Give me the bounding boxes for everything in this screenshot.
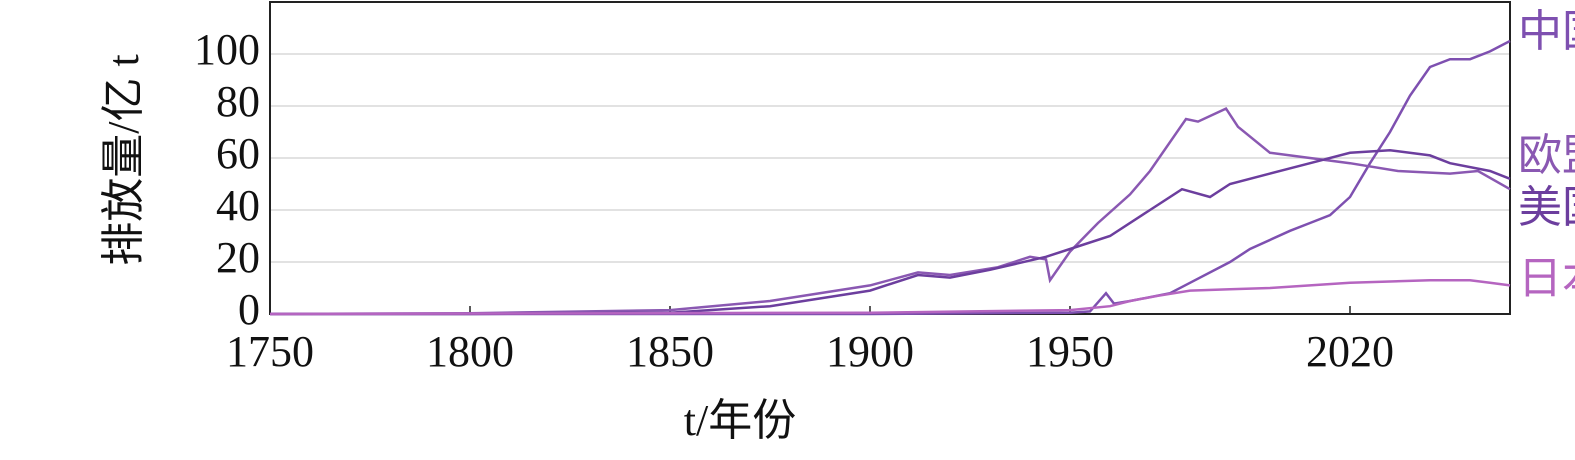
x-tick-label: 1750 <box>226 327 314 376</box>
y-axis-title: 排放量/亿 t <box>99 54 148 265</box>
y-tick-label: 60 <box>216 129 260 178</box>
x-tick-label: 1850 <box>626 327 714 376</box>
x-tick-label: 2020 <box>1306 327 1394 376</box>
series-line <box>269 278 1511 316</box>
x-tick-label: 1900 <box>826 327 914 376</box>
y-tick-label: 40 <box>216 181 260 230</box>
x-tick-label: 1950 <box>1026 327 1114 376</box>
x-axis-title: t/年份 <box>684 396 796 445</box>
y-tick-label: 20 <box>216 233 260 282</box>
x-tick-label: 1800 <box>426 327 514 376</box>
series-line <box>270 148 1511 316</box>
y-tick-label: 0 <box>238 285 260 334</box>
legend-label: 日本 <box>1518 254 1575 303</box>
legend-label: 欧盟 <box>1518 131 1575 180</box>
y-tick-label: 80 <box>216 77 260 126</box>
legend-label: 中国 <box>1518 7 1575 56</box>
legend-label: 美国 <box>1518 183 1575 232</box>
y-tick-label: 100 <box>194 25 260 74</box>
series-line <box>270 39 1511 316</box>
series-line <box>269 107 1511 316</box>
